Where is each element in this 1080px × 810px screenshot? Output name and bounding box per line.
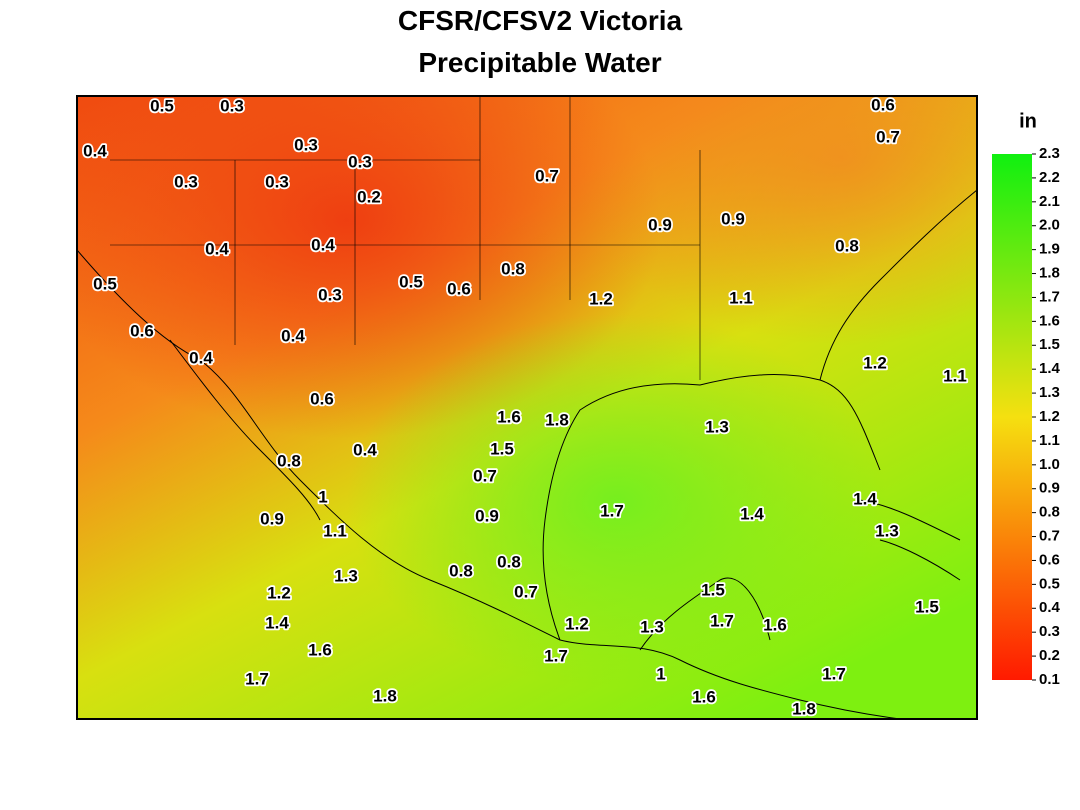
contour-label: 1.4	[853, 489, 877, 508]
colorbar-tick-label: 1.4	[1039, 360, 1061, 377]
contour-label: 0.3	[318, 285, 342, 304]
colorbar-tick-label: 1.9	[1039, 241, 1060, 258]
contour-label: 0.8	[497, 552, 521, 571]
contour-label: 1.3	[875, 521, 899, 540]
contour-label: 1.8	[792, 699, 816, 718]
contour-label: 0.7	[473, 466, 497, 485]
contour-label: 0.3	[348, 152, 372, 171]
contour-label: 1.7	[600, 501, 624, 520]
contour-label: 1.7	[710, 611, 734, 630]
contour-label: 1.3	[705, 417, 729, 436]
colorbar-tick-label: 2.3	[1039, 145, 1060, 162]
contour-label: 0.8	[501, 259, 525, 278]
contour-label: 1	[318, 487, 327, 506]
contour-label: 1.4	[740, 504, 764, 523]
colorbar-tick-label: 0.7	[1039, 528, 1060, 545]
contour-label: 1.2	[589, 289, 613, 308]
contour-label: 0.4	[205, 239, 229, 258]
contour-label: 0.9	[721, 209, 745, 228]
colorbar-tick-label: 1.1	[1039, 432, 1060, 449]
contour-label: 1.7	[822, 664, 846, 683]
contour-label: 1.1	[729, 288, 753, 307]
colorbar-tick-label: 0.9	[1039, 480, 1060, 497]
contour-label: 0.3	[294, 135, 318, 154]
contour-label: 0.7	[535, 166, 559, 185]
colorbar-tick-label: 2.1	[1039, 193, 1060, 210]
contour-label: 1.3	[640, 617, 664, 636]
colorbar-tick-label: 1.6	[1039, 312, 1060, 329]
colorbar-tick-label: 1.7	[1039, 288, 1060, 305]
contour-label: 1.5	[915, 597, 939, 616]
colorbar-tick-label: 1.5	[1039, 336, 1060, 353]
contour-label: 1.2	[565, 614, 589, 633]
colorbar-tick-label: 0.2	[1039, 647, 1060, 664]
contour-label: 0.6	[447, 279, 471, 298]
contour-label: 0.7	[876, 127, 900, 146]
contour-label: 1.6	[497, 407, 521, 426]
contour-label: 0.6	[310, 389, 334, 408]
map	[77, 96, 977, 719]
contour-label: 1.7	[544, 646, 568, 665]
contour-label: 1.8	[373, 686, 397, 705]
contour-label: 0.5	[399, 272, 423, 291]
colorbar-tick-label: 0.4	[1039, 599, 1061, 616]
contour-label: 0.9	[648, 215, 672, 234]
colorbar-tick-label: 0.3	[1039, 623, 1060, 640]
contour-label: 1.6	[692, 687, 716, 706]
contour-label: 0.4	[189, 348, 213, 367]
contour-label: 1.5	[490, 439, 514, 458]
colorbar-unit: in	[1019, 110, 1037, 132]
colorbar-tick-label: 2.0	[1039, 217, 1060, 234]
contour-label: 1.6	[308, 640, 332, 659]
contour-label: 0.4	[311, 235, 335, 254]
contour-label: 1	[656, 664, 665, 683]
contour-label: 1.1	[943, 366, 967, 385]
contour-label: 0.9	[475, 506, 499, 525]
contour-labels: 0.5 0.3 0.6 0.7 0.4 0.3 0.3 0.3 0.3 0.2 0.7 0.9 0.9 0…	[81, 94, 968, 721]
subtitle: Precipitable Water	[418, 47, 661, 78]
colorbar-tick-label: 1.8	[1039, 265, 1060, 282]
colorbar-tick-label: 2.2	[1039, 169, 1060, 186]
colorbar-tick-label: 1.2	[1039, 408, 1060, 425]
contour-label: 1.2	[267, 583, 291, 602]
contour-label: 0.4	[281, 326, 305, 345]
contour-label: 0.3	[220, 96, 244, 115]
contour-label: 0.6	[871, 95, 895, 114]
colorbar-tick-label: 1.0	[1039, 456, 1060, 473]
contour-label: 1.1	[323, 521, 347, 540]
colorbar-tick-label: 0.8	[1039, 504, 1060, 521]
contour-label: 0.8	[449, 561, 473, 580]
contour-label: 1.2	[863, 353, 887, 372]
contour-label: 0.2	[357, 187, 381, 206]
contour-label: 0.7	[514, 582, 538, 601]
contour-label: 0.6	[130, 321, 154, 340]
title: CFSR/CFSV2 Victoria	[398, 5, 683, 36]
contour-label: 0.3	[174, 172, 198, 191]
contour-label: 1.8	[545, 410, 569, 429]
colorbar-tick-label: 0.1	[1039, 671, 1060, 688]
colorbar-tick-label: 0.6	[1039, 551, 1060, 568]
contour-label: 1.7	[245, 669, 269, 688]
contour-label: 0.4	[83, 141, 107, 160]
contour-label: 1.4	[265, 613, 289, 632]
contour-label: 0.3	[265, 172, 289, 191]
colorbar-tick-label: 1.3	[1039, 384, 1060, 401]
contour-label: 0.5	[93, 274, 117, 293]
map-frame	[76, 95, 978, 720]
contour-label: 0.5	[150, 96, 174, 115]
contour-label: 0.9	[260, 509, 284, 528]
contour-label: 0.8	[277, 451, 301, 470]
contour-label: 0.8	[835, 236, 859, 255]
contour-label: 0.4	[353, 440, 377, 459]
colorbar-tick-label: 0.5	[1039, 575, 1060, 592]
contour-label: 1.5	[701, 580, 725, 599]
contour-label: 1.6	[763, 615, 787, 634]
contour-label: 1.3	[334, 566, 358, 585]
colorbar	[992, 154, 1032, 680]
